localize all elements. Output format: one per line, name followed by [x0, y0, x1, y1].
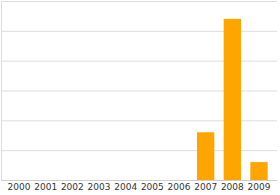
x-tick: 2008: [221, 180, 244, 192]
y-axis: [1, 2, 277, 181]
grid-line: [1, 180, 277, 181]
bar: [117, 180, 134, 181]
x-axis-line: [2, 180, 278, 181]
bar: [64, 180, 81, 181]
x-tick: 2002: [61, 180, 84, 192]
bar: [90, 180, 107, 181]
y-tick: [1, 180, 277, 181]
x-tick-label: 2000: [8, 182, 31, 192]
y-tick: [1, 1, 277, 2]
x-tick: 2005: [141, 180, 164, 192]
x-tick: 2009: [248, 180, 271, 192]
plot: 20002001 2002 20032004 2005 20062007 2008 2009: [1, 2, 278, 193]
x-tick-label: 2006: [168, 182, 191, 192]
x-tick-label: 2001: [34, 182, 57, 192]
bars: [197, 19, 268, 180]
bar: [170, 180, 187, 181]
bar: [144, 180, 161, 181]
y-axis-line: [2, 2, 278, 181]
chart: 20002001 2002 20032004 2005 20062007 2008 2009: [0, 0, 280, 195]
x-tick-label: 2002: [61, 182, 84, 192]
x-tick-label: 2008: [221, 182, 244, 192]
bar: [37, 180, 54, 181]
x-tick: 2006: [168, 180, 191, 192]
x-tick-label: 2003: [88, 182, 111, 192]
bar: [197, 132, 214, 180]
x-tick-label: 2009: [248, 182, 271, 192]
bar: [250, 162, 267, 180]
x-tick-label: 2004: [114, 182, 137, 192]
x-tick: 2004: [114, 180, 137, 192]
grid-line: [1, 1, 277, 2]
x-tick-label: 2007: [194, 182, 217, 192]
x-tick: 2001: [34, 180, 57, 192]
x-tick: 2000: [8, 180, 31, 192]
x-tick-label: 2005: [141, 182, 164, 192]
bar: [224, 19, 241, 180]
x-tick: 2003: [88, 180, 111, 192]
x-tick: 2007: [194, 180, 217, 192]
x-axis: 20002001 2002 20032004 2005 20062007 2008 2009: [2, 180, 278, 192]
bar: [10, 180, 27, 181]
